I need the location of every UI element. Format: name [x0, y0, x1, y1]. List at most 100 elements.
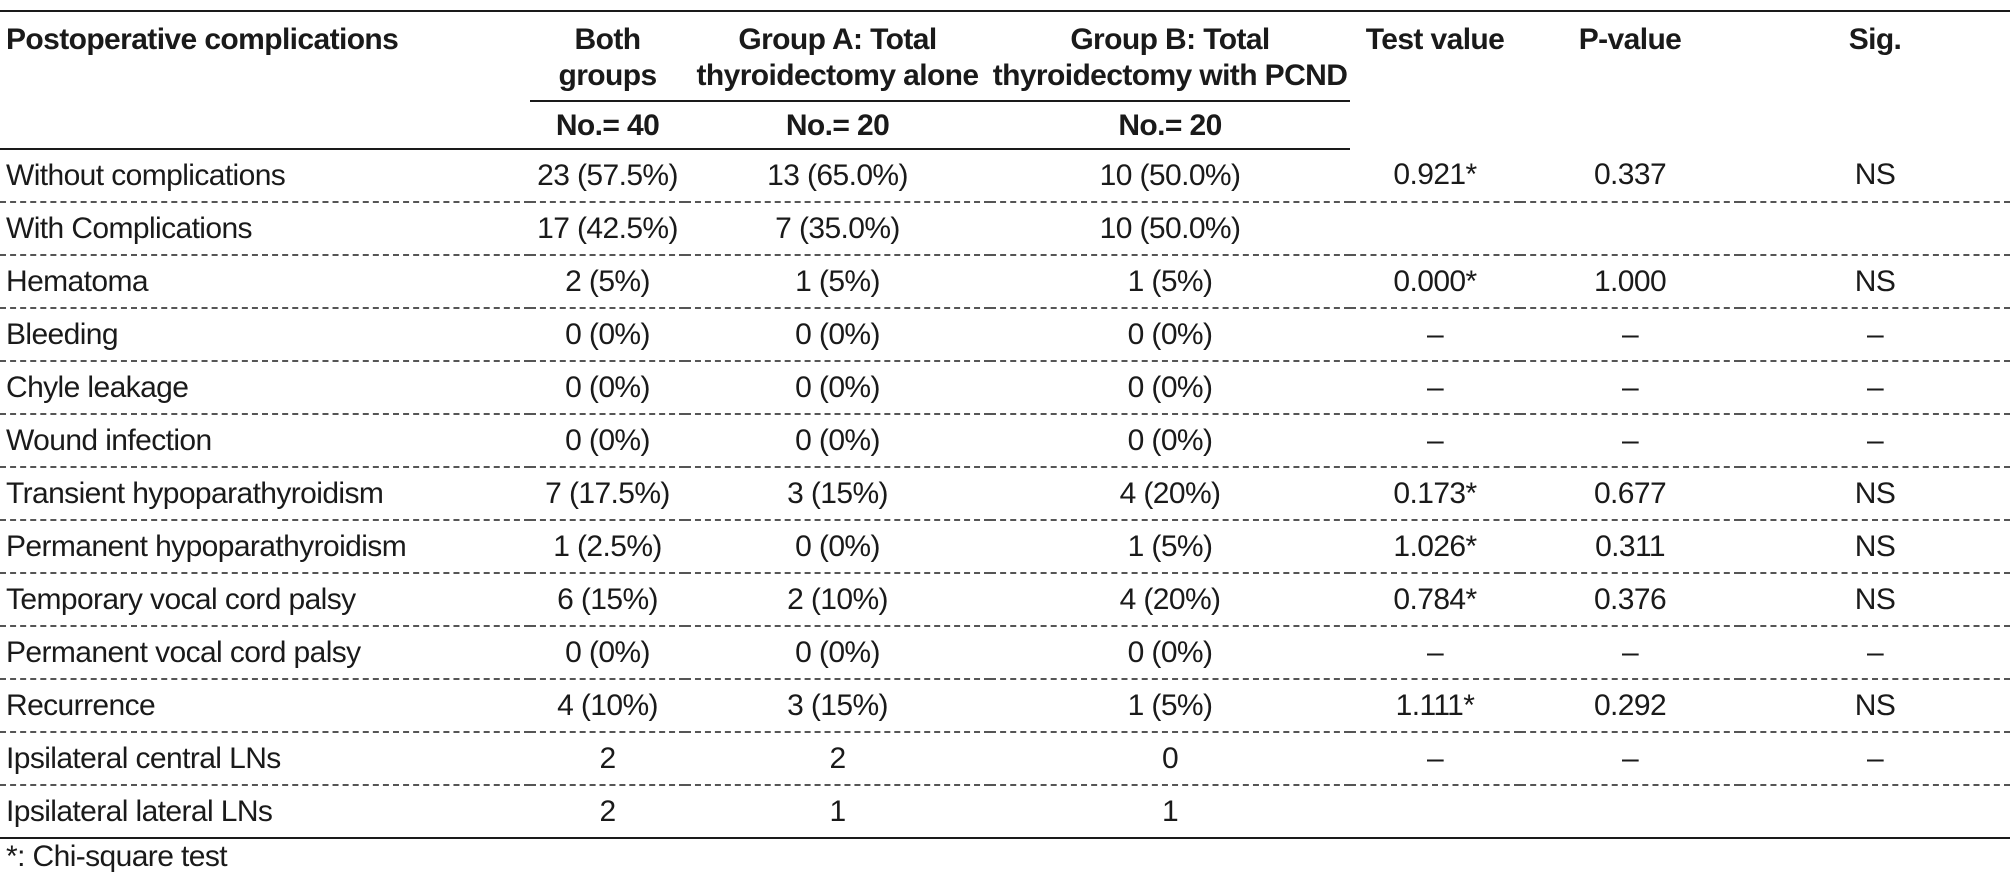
table-row: Temporary vocal cord palsy 6 (15%) 2 (10%)…	[0, 573, 2010, 627]
header-both-groups: Both groups	[530, 10, 685, 102]
cell-complication: Wound infection	[0, 414, 530, 468]
cell-p-value: –	[1520, 626, 1740, 680]
cell-p-value: 1.000	[1520, 255, 1740, 309]
cell-complication: Chyle leakage	[0, 361, 530, 415]
cell-complication: Ipsilateral lateral LNs	[0, 785, 530, 839]
cell-complication: Permanent vocal cord palsy	[0, 626, 530, 680]
cell-both-groups: 2	[530, 732, 685, 786]
cell-both-groups: 17 (42.5%)	[530, 202, 685, 256]
cell-test-value: –	[1350, 361, 1520, 415]
header-row: Postoperative complications Both groups …	[0, 10, 2010, 149]
cell-group-b: 0 (0%)	[990, 626, 1350, 680]
cell-sig: –	[1740, 361, 2010, 415]
table-row: Permanent vocal cord palsy 0 (0%) 0 (0%) 0 …	[0, 626, 2010, 680]
cell-both-groups: 1 (2.5%)	[530, 520, 685, 574]
cell-both-groups: 23 (57.5%)	[530, 149, 685, 203]
cell-complication: With Complications	[0, 202, 530, 256]
table-row: Wound infection 0 (0%) 0 (0%) 0 (0%) – – –	[0, 414, 2010, 468]
cell-both-groups: 6 (15%)	[530, 573, 685, 627]
cell-complication: Recurrence	[0, 679, 530, 733]
cell-group-a: 13 (65.0%)	[685, 149, 990, 203]
cell-test-value	[1350, 785, 1520, 839]
cell-group-a: 1	[685, 785, 990, 839]
cell-p-value: –	[1520, 308, 1740, 362]
header-test-value: Test value	[1350, 10, 1520, 149]
cell-both-groups: 0 (0%)	[530, 308, 685, 362]
cell-group-b: 4 (20%)	[990, 467, 1350, 521]
cell-group-b: 1 (5%)	[990, 255, 1350, 309]
cell-group-a: 3 (15%)	[685, 467, 990, 521]
cell-group-b: 1 (5%)	[990, 679, 1350, 733]
cell-complication: Ipsilateral central LNs	[0, 732, 530, 786]
complications-table: Postoperative complications Both groups …	[0, 10, 2010, 839]
table-row: Hematoma 2 (5%) 1 (5%) 1 (5%) 0.000* 1.000 NS	[0, 255, 2010, 309]
header-n-both: No.= 40	[530, 101, 685, 150]
cell-complication: Bleeding	[0, 308, 530, 362]
cell-both-groups: 0 (0%)	[530, 361, 685, 415]
cell-sig	[1740, 785, 2010, 839]
header-blank	[0, 101, 530, 150]
cell-complication: Transient hypoparathyroidism	[0, 467, 530, 521]
cell-group-a: 0 (0%)	[685, 308, 990, 362]
cell-group-b: 1 (5%)	[990, 520, 1350, 574]
cell-test-value: 0.000*	[1350, 255, 1520, 309]
header-complications: Postoperative complications	[0, 10, 530, 101]
cell-complication: Without complications	[0, 149, 530, 203]
cell-p-value: 0.376	[1520, 573, 1740, 627]
cell-group-b: 1	[990, 785, 1350, 839]
cell-test-value: –	[1350, 732, 1520, 786]
cell-sig: –	[1740, 414, 2010, 468]
cell-complication: Temporary vocal cord palsy	[0, 573, 530, 627]
cell-p-value: –	[1520, 732, 1740, 786]
cell-p-value	[1520, 202, 1740, 256]
cell-group-b: 0 (0%)	[990, 414, 1350, 468]
cell-test-value	[1350, 202, 1520, 256]
cell-group-b: 0 (0%)	[990, 361, 1350, 415]
cell-group-b: 10 (50.0%)	[990, 149, 1350, 203]
header-count-row: No.= 40 No.= 20 No.= 20	[0, 101, 2010, 150]
cell-sig: NS	[1740, 679, 2010, 733]
table-row: Recurrence 4 (10%) 3 (15%) 1 (5%) 1.111* 0.29…	[0, 679, 2010, 733]
cell-both-groups: 7 (17.5%)	[530, 467, 685, 521]
cell-p-value: 0.337	[1520, 149, 1740, 203]
cell-p-value: 0.292	[1520, 679, 1740, 733]
table-footnote: *: Chi-square test	[6, 840, 228, 873]
cell-both-groups: 4 (10%)	[530, 679, 685, 733]
table-row: Ipsilateral lateral LNs 2 1 1	[0, 785, 2010, 839]
cell-group-b: 0	[990, 732, 1350, 786]
cell-group-b: 4 (20%)	[990, 573, 1350, 627]
cell-test-value: 1.026*	[1350, 520, 1520, 574]
cell-sig	[1740, 202, 2010, 256]
cell-group-a: 0 (0%)	[685, 626, 990, 680]
cell-p-value: –	[1520, 414, 1740, 468]
header-p-value: P-value	[1520, 10, 1740, 149]
table-header: Postoperative complications Both groups …	[0, 10, 2010, 150]
cell-sig: –	[1740, 626, 2010, 680]
cell-sig: –	[1740, 308, 2010, 362]
cell-p-value: –	[1520, 361, 1740, 415]
cell-sig: NS	[1740, 573, 2010, 627]
cell-test-value: 0.173*	[1350, 467, 1520, 521]
cell-group-a: 2	[685, 732, 990, 786]
cell-p-value: 0.311	[1520, 520, 1740, 574]
cell-group-b: 0 (0%)	[990, 308, 1350, 362]
header-n-group-b: No.= 20	[990, 101, 1350, 150]
cell-test-value: 0.784*	[1350, 573, 1520, 627]
table-body: Without complications 23 (57.5%) 13 (65.0%…	[0, 149, 2010, 839]
cell-group-a: 3 (15%)	[685, 679, 990, 733]
table-row: Bleeding 0 (0%) 0 (0%) 0 (0%) – – –	[0, 308, 2010, 362]
cell-sig: NS	[1740, 255, 2010, 309]
header-group-a: Group A: Total thyroidectomy alone	[685, 10, 990, 102]
cell-group-a: 0 (0%)	[685, 520, 990, 574]
cell-group-a: 0 (0%)	[685, 414, 990, 468]
table-row: Ipsilateral central LNs 2 2 0– – –	[0, 732, 2010, 786]
cell-test-value: –	[1350, 626, 1520, 680]
cell-group-b: 10 (50.0%)	[990, 202, 1350, 256]
cell-both-groups: 0 (0%)	[530, 414, 685, 468]
cell-p-value: 0.677	[1520, 467, 1740, 521]
cell-test-value: 1.111*	[1350, 679, 1520, 733]
cell-p-value	[1520, 785, 1740, 839]
cell-complication: Permanent hypoparathyroidism	[0, 520, 530, 574]
cell-group-a: 7 (35.0%)	[685, 202, 990, 256]
